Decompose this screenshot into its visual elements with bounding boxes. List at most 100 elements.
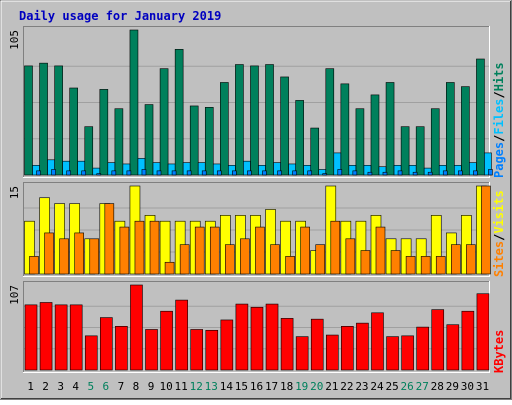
- panel-1-bar-hits-day-8: [129, 29, 139, 176]
- x-tick-label-day-3: 3: [57, 380, 64, 393]
- panel-2-bar-sites-day-4: [74, 232, 84, 275]
- panel-1-bar-pages-day-10: [171, 170, 177, 176]
- panel-1-bar-hits-day-18: [280, 76, 289, 176]
- panel-1-bar-hits-day-13: [204, 107, 214, 176]
- panel-2-bar-sites-day-5: [89, 238, 100, 275]
- panel-2-bar-sites-day-23: [360, 250, 371, 275]
- panel-3-bar-kbytes-day-12: [190, 329, 204, 371]
- panel-1-bar-pages-day-29: [458, 170, 463, 176]
- panel-1-bar-files-day-13: [212, 163, 221, 176]
- panel-1-series-files: [32, 152, 492, 176]
- panel-2-legend-sites: Sites: [492, 241, 506, 277]
- panel-2-legend: Sites/Visits: [492, 190, 506, 277]
- x-tick-label-day-2: 2: [42, 380, 49, 393]
- panel-3-bar-kbytes-day-29: [446, 324, 460, 371]
- panel-2-bar-sites-day-28: [435, 256, 446, 275]
- panel-3-bar-kbytes-day-3: [54, 304, 68, 371]
- panel-1-legend-files: Files: [492, 99, 506, 135]
- panel-1-bar-pages-day-22: [352, 170, 358, 176]
- panel-1-bar-pages-day-25: [397, 170, 403, 176]
- panel-1-bar-hits-day-6: [99, 89, 109, 176]
- panel-2-bar-sites-day-9: [149, 220, 160, 275]
- panel-1-bar-hits-day-9: [144, 104, 154, 176]
- panel-1-bar-hits-day-25: [385, 82, 395, 176]
- x-tick-label-day-14: 14: [220, 380, 234, 393]
- panel-1-bar-hits-day-19: [295, 100, 304, 176]
- panel-3-bar-kbytes-day-28: [431, 309, 445, 371]
- panel-3-bar-kbytes-day-9: [145, 329, 158, 371]
- panel-2-bar-sites-day-14: [225, 244, 235, 275]
- x-tick-label-day-21: 21: [325, 380, 338, 393]
- panel-1-bar-files-day-8: [137, 158, 146, 176]
- x-tick-label-day-31: 31: [476, 380, 489, 393]
- panel-3-bar-kbytes-day-2: [39, 302, 53, 371]
- x-tick-label-day-10: 10: [159, 380, 172, 393]
- panel-1-bar-pages-day-19: [307, 170, 312, 176]
- panel-3-bar-kbytes-day-31: [476, 293, 490, 371]
- panel-2-bar-sites-day-18: [285, 256, 295, 275]
- panel-3-bar-kbytes-day-21: [325, 334, 339, 371]
- x-tick-label-day-13: 13: [205, 380, 218, 393]
- panel-1-bar-files-day-14: [228, 165, 236, 176]
- panel-1-bar-hits-day-31: [476, 58, 485, 176]
- panel-3-bar-kbytes-day-1: [24, 304, 38, 371]
- panel-1-series-hits: [24, 29, 485, 176]
- panel-1-bar-pages-day-15: [247, 170, 252, 176]
- panel-1-bar-hits-day-26: [400, 126, 410, 176]
- panel-1-ymax-label: 105: [8, 30, 21, 50]
- panel-3-series-kbytes: [24, 284, 490, 371]
- panel-1-bar-pages-day-28: [442, 170, 448, 176]
- panel-1-bar-hits-day-12: [189, 105, 199, 176]
- panel-1-bar-files-day-15: [243, 160, 251, 176]
- panel-3-bar-kbytes-day-26: [401, 335, 414, 371]
- panel-1-bar-files-day-25: [393, 165, 402, 176]
- x-tick-label-day-28: 28: [431, 380, 444, 393]
- panels-layer: 105Pages/Files/Hits15Sites/Visits107KByt…: [8, 26, 506, 373]
- panel-3-bar-kbytes-day-20: [310, 318, 324, 371]
- x-tick-label-day-18: 18: [280, 380, 293, 393]
- x-tick-label-day-15: 15: [235, 380, 248, 393]
- x-tick-label-day-9: 9: [148, 380, 155, 393]
- panel-3-bar-kbytes-day-19: [295, 336, 309, 371]
- panel-1-bar-hits-day-14: [220, 82, 229, 176]
- panel-1-bar-pages-day-14: [232, 170, 237, 176]
- panel-1-bar-files-day-5: [92, 167, 101, 176]
- panel-1-legend-separator: /: [492, 135, 506, 142]
- panel-1-bar-files-day-2: [47, 159, 55, 176]
- panel-1-bar-pages-day-20: [322, 173, 328, 176]
- panel-2-bar-sites-day-11: [179, 244, 190, 275]
- panel-1-bar-hits-day-28: [430, 108, 440, 176]
- panel-1-bar-pages-day-31: [488, 169, 493, 176]
- panel-1-bar-pages-day-7: [126, 170, 132, 176]
- panel-1-bar-hits-day-23: [355, 108, 365, 176]
- panel-3-bar-kbytes-day-30: [461, 310, 475, 371]
- panel-2-bar-sites-day-29: [451, 244, 461, 275]
- panel-1-legend-pages: Pages: [492, 142, 506, 178]
- panel-1-legend: Pages/Files/Hits: [492, 62, 506, 178]
- x-tick-label-day-8: 8: [133, 380, 140, 393]
- panel-3-bar-kbytes-day-11: [175, 299, 188, 371]
- panel-1-bar-pages-day-5: [96, 173, 102, 176]
- panel-2-bar-sites-day-12: [194, 226, 205, 275]
- panel-1-bar-files-day-29: [454, 165, 462, 176]
- panel-1-bar-files-day-7: [122, 163, 131, 176]
- x-tick-label-day-16: 16: [250, 380, 263, 393]
- panel-1-bar-pages-day-23: [367, 171, 373, 176]
- panel-1-bar-files-day-16: [258, 165, 266, 176]
- panel-1-bar-hits-day-30: [461, 86, 470, 176]
- panel-2-bar-sites-day-20: [315, 244, 326, 275]
- panel-2-bar-sites-day-21: [330, 220, 341, 275]
- panel-1-bar-files-day-20: [318, 169, 327, 176]
- panel-3-legend: KBytes: [492, 330, 506, 373]
- panel-1-bar-pages-day-30: [473, 170, 478, 176]
- panel-2-bar-sites-day-8: [134, 220, 145, 275]
- panel-1-bar-hits-day-15: [235, 64, 244, 176]
- panel-2-bar-sites-day-31: [481, 185, 491, 275]
- panel-1-legend-hits: Hits: [492, 62, 506, 91]
- panel-2-bar-sites-day-7: [119, 226, 130, 275]
- panel-2-bar-sites-day-10: [164, 261, 175, 275]
- panel-3-bar-kbytes-day-18: [280, 318, 294, 371]
- chart-title: Daily usage for January 2019: [19, 9, 221, 23]
